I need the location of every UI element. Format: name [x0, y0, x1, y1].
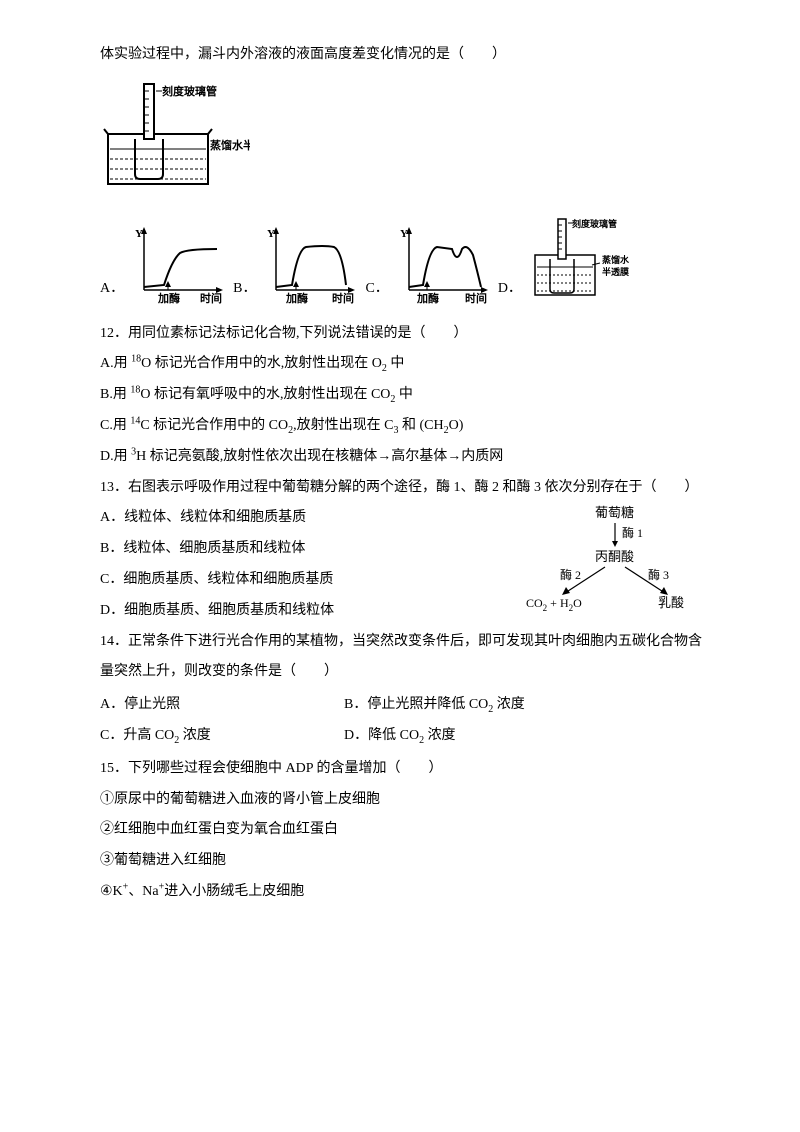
intro-line: 体实验过程中，漏斗内外溶液的液面高度差变化情况的是（ ） — [100, 40, 710, 71]
option-d-apparatus: 刻度玻璃管 蒸馏水 半透膜 — [530, 215, 640, 305]
apparatus-svg: 刻度玻璃管 蒸馏水半透膜 — [100, 79, 250, 194]
q14-options: A．停止光照 B．停止光照并降低 CO2 浓度 C．升高 CO2 浓度 D．降低… — [100, 690, 710, 752]
q12-stem: 12．用同位素标记法标记化合物,下列说法错误的是（ ） — [100, 319, 710, 350]
page: 体实验过程中，漏斗内外溶液的液面高度差变化情况的是（ ） — [0, 0, 800, 1132]
svg-text:Y: Y — [267, 228, 275, 240]
svg-text:时间: 时间 — [332, 291, 354, 305]
q14-c: C．升高 CO2 浓度 — [100, 721, 344, 752]
q14-a: A．停止光照 — [100, 690, 344, 721]
svg-text:蒸馏水: 蒸馏水 — [602, 254, 630, 265]
q15-i3: ③葡萄糖进入红细胞 — [100, 846, 710, 877]
svg-text:加酶: 加酶 — [157, 291, 180, 305]
svg-text:酶 1: 酶 1 — [622, 525, 643, 540]
option-a-label: A． — [100, 274, 126, 305]
svg-text:酶 2: 酶 2 — [560, 567, 581, 582]
svg-text:时间: 时间 — [465, 291, 487, 305]
svg-text:刻度玻璃管: 刻度玻璃管 — [572, 218, 617, 229]
chart-options-row: A． Y 时间 加酶 B． Y 时间 加酶 C． — [100, 215, 710, 305]
q15-i1: ①原尿中的葡萄糖进入血液的肾小管上皮细胞 — [100, 785, 710, 816]
option-b-label: B． — [233, 274, 258, 305]
q15-items: ①原尿中的葡萄糖进入血液的肾小管上皮细胞 ②红细胞中血红蛋白变为氧合血红蛋白 ③… — [100, 785, 710, 908]
q13-stem: 13．右图表示呼吸作用过程中葡萄糖分解的两个途径，酶 1、酶 2 和酶 3 依次… — [100, 473, 710, 504]
q14-b: B．停止光照并降低 CO2 浓度 — [344, 690, 710, 721]
tube-label: 刻度玻璃管 — [162, 84, 217, 98]
q14-d: D．降低 CO2 浓度 — [344, 721, 710, 752]
svg-text:葡萄糖: 葡萄糖 — [595, 505, 634, 520]
q15-stem: 15．下列哪些过程会使细胞中 ADP 的含量增加（ ） — [100, 754, 710, 785]
option-d-label: D． — [498, 274, 524, 305]
chart-b: Y 时间 加酶 — [264, 225, 359, 305]
svg-text:CO2 + H2O: CO2 + H2O — [526, 596, 582, 613]
water-label: 蒸馏水半透膜 — [210, 138, 250, 152]
q12-d: D.用 3H 标记亮氨酸,放射性依次出现在核糖体→高尔基体→内质网 — [100, 442, 710, 473]
chart-c: Y 时间 加酶 — [397, 225, 492, 305]
chart-a: Y 时间 加酶 — [132, 225, 227, 305]
svg-text:丙酮酸: 丙酮酸 — [595, 549, 634, 564]
q13-diagram: 葡萄糖 酶 1 丙酮酸 酶 2 酶 3 CO2 + H2O 乳酸 — [520, 503, 710, 613]
svg-text:Y: Y — [400, 228, 408, 240]
apparatus-figure: 刻度玻璃管 蒸馏水半透膜 — [100, 79, 710, 207]
svg-text:时间: 时间 — [200, 291, 222, 305]
q15-i2: ②红细胞中血红蛋白变为氧合血红蛋白 — [100, 815, 710, 846]
svg-text:加酶: 加酶 — [285, 291, 308, 305]
option-c-label: C． — [365, 274, 390, 305]
q12-b: B.用 18O 标记有氧呼吸中的水,放射性出现在 CO2 中 — [100, 380, 710, 411]
q12-a: A.用 18O 标记光合作用中的水,放射性出现在 O2 中 — [100, 349, 710, 380]
svg-text:乳酸: 乳酸 — [658, 595, 684, 610]
q12-options: A.用 18O 标记光合作用中的水,放射性出现在 O2 中 B.用 18O 标记… — [100, 349, 710, 472]
svg-text:Y: Y — [135, 228, 143, 240]
q15-i4: ④K+、Na+进入小肠绒毛上皮细胞 — [100, 877, 710, 908]
q14-stem: 14．正常条件下进行光合作用的某植物，当突然改变条件后，即可发现其叶肉细胞内五碳… — [100, 627, 710, 689]
q12-c: C.用 14C 标记光合作用中的 CO2,放射性出现在 C3 和 (CH2O) — [100, 411, 710, 442]
svg-text:加酶: 加酶 — [416, 291, 439, 305]
svg-text:酶 3: 酶 3 — [648, 567, 669, 582]
svg-text:半透膜: 半透膜 — [602, 266, 630, 277]
